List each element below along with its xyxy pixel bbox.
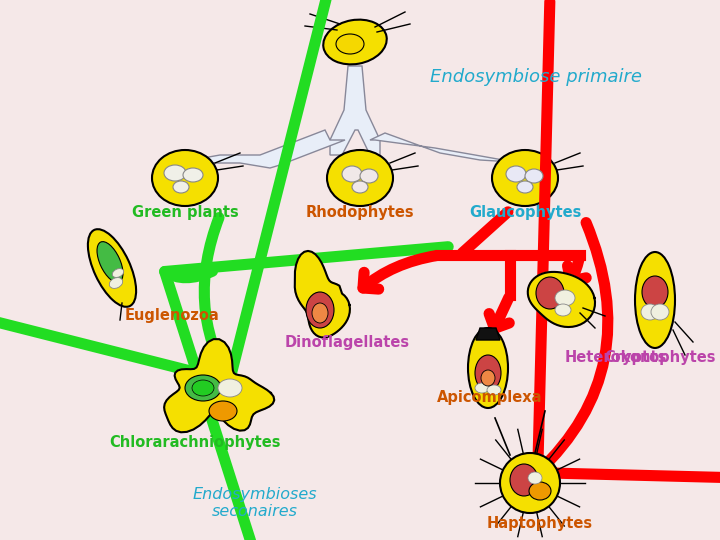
FancyArrowPatch shape bbox=[363, 255, 437, 289]
Ellipse shape bbox=[635, 252, 675, 348]
Polygon shape bbox=[528, 272, 595, 327]
Text: Dinoflagellates: Dinoflagellates bbox=[284, 335, 410, 350]
Text: Apicomplexa: Apicomplexa bbox=[437, 390, 543, 405]
Ellipse shape bbox=[492, 150, 558, 206]
Ellipse shape bbox=[555, 290, 575, 306]
Ellipse shape bbox=[323, 19, 387, 64]
Ellipse shape bbox=[312, 303, 328, 323]
Ellipse shape bbox=[517, 181, 533, 193]
Ellipse shape bbox=[112, 268, 124, 278]
Text: Endosymbioses
seconaires: Endosymbioses seconaires bbox=[193, 487, 318, 519]
Text: Chlorarachniophytes: Chlorarachniophytes bbox=[109, 435, 281, 450]
Polygon shape bbox=[294, 251, 350, 338]
Ellipse shape bbox=[306, 292, 334, 328]
Polygon shape bbox=[476, 328, 500, 340]
Ellipse shape bbox=[506, 166, 526, 182]
Ellipse shape bbox=[109, 278, 122, 288]
Ellipse shape bbox=[536, 277, 564, 309]
Polygon shape bbox=[330, 66, 380, 155]
Ellipse shape bbox=[510, 464, 538, 496]
Ellipse shape bbox=[88, 229, 136, 307]
FancyArrowPatch shape bbox=[538, 2, 720, 485]
FancyArrowPatch shape bbox=[165, 247, 448, 540]
Ellipse shape bbox=[525, 169, 543, 183]
Text: Heterokonts: Heterokonts bbox=[565, 350, 667, 365]
Ellipse shape bbox=[164, 165, 186, 181]
Text: Euglenozoa: Euglenozoa bbox=[125, 308, 220, 323]
Text: Haptophytes: Haptophytes bbox=[487, 516, 593, 531]
Text: Rhodophytes: Rhodophytes bbox=[306, 205, 414, 220]
Ellipse shape bbox=[555, 304, 571, 316]
Ellipse shape bbox=[209, 401, 237, 421]
Ellipse shape bbox=[475, 355, 501, 391]
Ellipse shape bbox=[192, 380, 214, 396]
Ellipse shape bbox=[342, 166, 362, 182]
Ellipse shape bbox=[487, 385, 501, 395]
Polygon shape bbox=[175, 130, 345, 170]
Text: Green plants: Green plants bbox=[132, 205, 238, 220]
Ellipse shape bbox=[218, 379, 242, 397]
Ellipse shape bbox=[183, 168, 203, 182]
FancyArrowPatch shape bbox=[567, 258, 586, 281]
Ellipse shape bbox=[642, 276, 668, 308]
Ellipse shape bbox=[468, 328, 508, 408]
Text: Endosymbiose primaire: Endosymbiose primaire bbox=[430, 68, 642, 86]
Ellipse shape bbox=[500, 453, 560, 513]
FancyArrow shape bbox=[178, 170, 192, 184]
Ellipse shape bbox=[327, 150, 393, 206]
Ellipse shape bbox=[641, 304, 659, 320]
Ellipse shape bbox=[185, 375, 221, 401]
Ellipse shape bbox=[152, 150, 218, 206]
Ellipse shape bbox=[360, 169, 378, 183]
Ellipse shape bbox=[475, 383, 489, 393]
FancyArrowPatch shape bbox=[0, 0, 333, 381]
Ellipse shape bbox=[529, 482, 551, 500]
Polygon shape bbox=[370, 133, 530, 170]
FancyArrowPatch shape bbox=[462, 212, 508, 253]
FancyArrow shape bbox=[518, 170, 532, 184]
FancyArrow shape bbox=[351, 153, 365, 167]
Text: Cryptophytes: Cryptophytes bbox=[604, 350, 716, 365]
Ellipse shape bbox=[336, 34, 364, 54]
Polygon shape bbox=[164, 339, 274, 433]
Ellipse shape bbox=[528, 472, 542, 484]
Ellipse shape bbox=[651, 304, 669, 320]
Ellipse shape bbox=[97, 241, 123, 282]
Ellipse shape bbox=[352, 181, 368, 193]
Ellipse shape bbox=[173, 181, 189, 193]
Text: Glaucophytes: Glaucophytes bbox=[469, 205, 581, 220]
FancyArrowPatch shape bbox=[489, 298, 509, 328]
Ellipse shape bbox=[481, 370, 495, 386]
